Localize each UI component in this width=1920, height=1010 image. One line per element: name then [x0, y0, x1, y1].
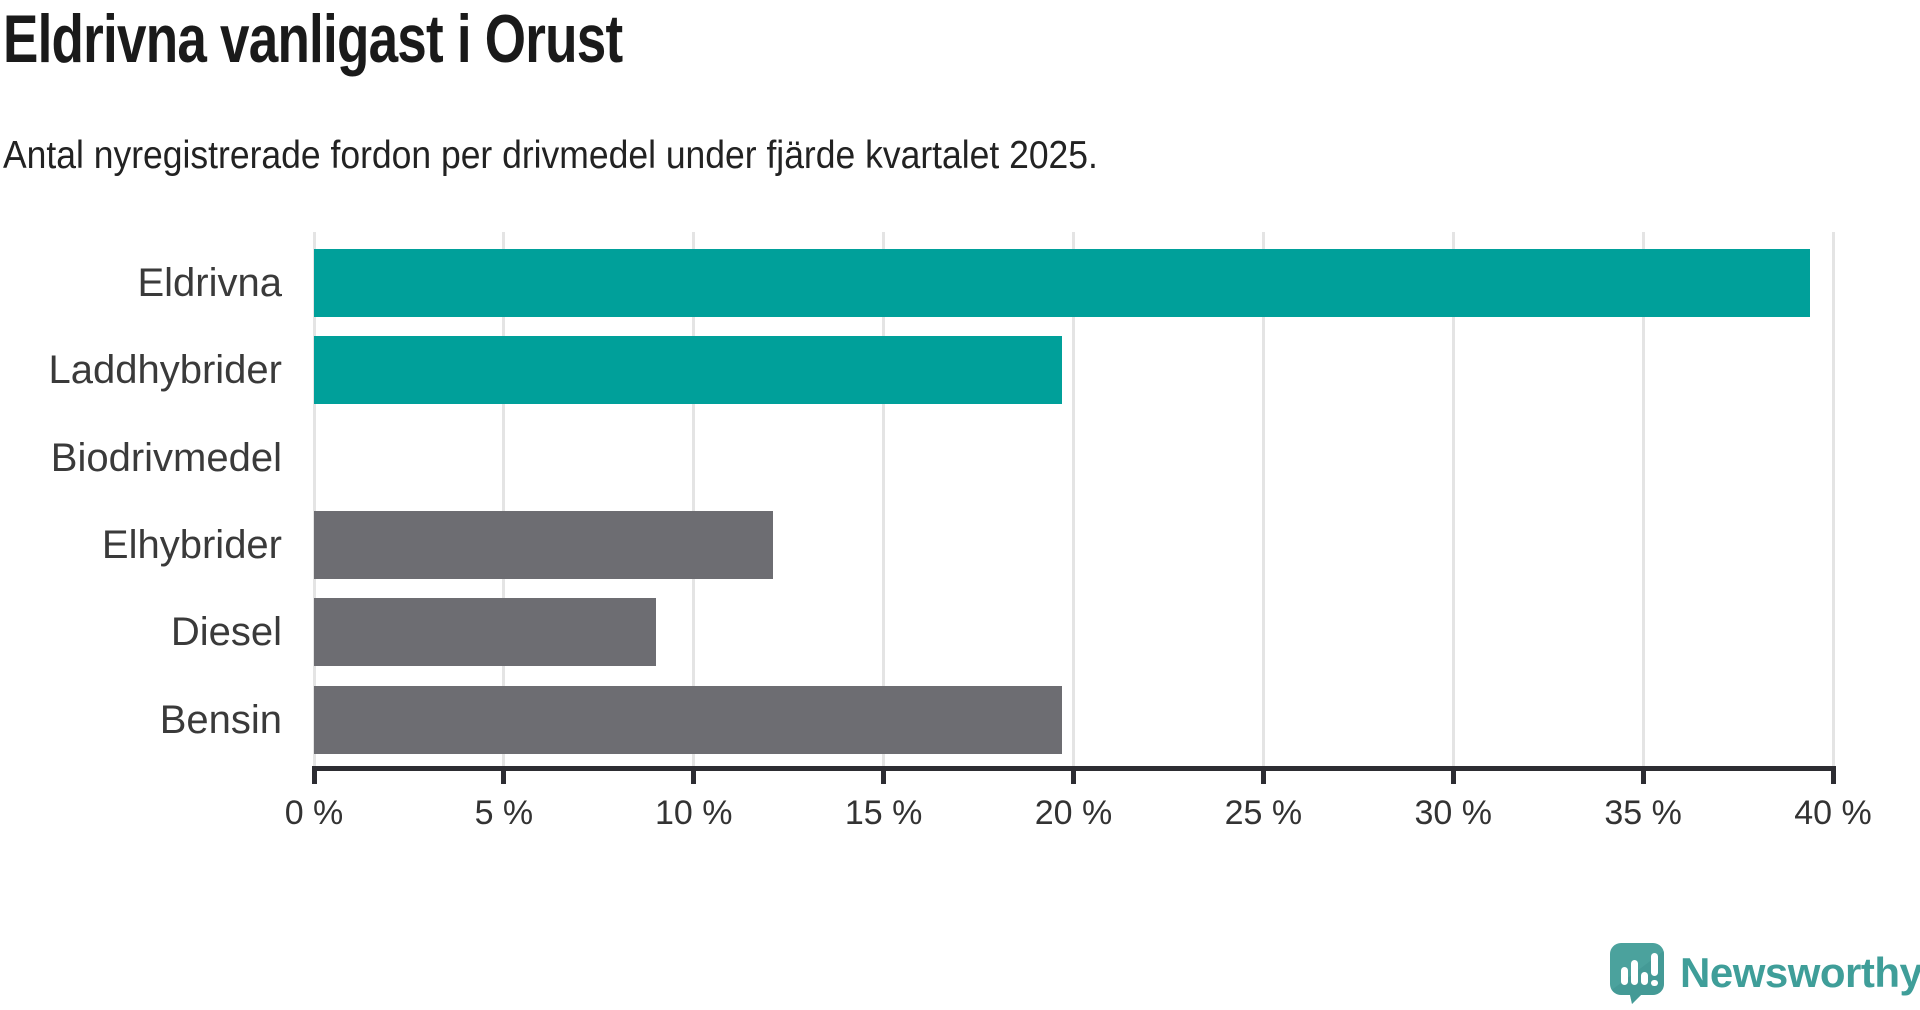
newsworthy-speech-bubble-chart-icon: [1610, 943, 1664, 1004]
x-gridline: [1641, 232, 1645, 766]
newsworthy-logo: Newsworthy: [1609, 942, 1920, 1004]
x-axis-tick: [311, 766, 317, 784]
x-tick-label: 30 %: [1414, 794, 1493, 832]
category-label: Eldrivna: [137, 261, 282, 305]
category-label: Laddhybrider: [48, 348, 283, 393]
x-tick-label: 10 %: [655, 794, 733, 832]
x-gridline: [1261, 232, 1265, 766]
x-tick-label: 40 %: [1794, 794, 1872, 832]
x-axis-tick: [1260, 766, 1266, 784]
x-tick-label: 25 %: [1224, 794, 1303, 832]
newsworthy-wordmark: Newsworthy: [1680, 949, 1920, 996]
bar-diesel: [314, 598, 656, 667]
x-axis-tick: [881, 766, 887, 784]
x-axis-tick: [1071, 766, 1076, 784]
x-gridline: [1072, 232, 1075, 766]
x-tick-label: 0 %: [284, 794, 344, 832]
x-axis-tick: [1640, 766, 1646, 784]
x-axis-tick: [1450, 766, 1456, 784]
category-label: Diesel: [170, 610, 282, 655]
x-tick-label: 15 %: [844, 794, 923, 832]
chart-subtitle: Antal nyregistrerade fordon per drivmede…: [3, 134, 1098, 177]
bar-laddhybrider: [314, 336, 1063, 405]
x-axis-tick: [501, 766, 507, 784]
x-gridline: [502, 232, 506, 766]
bar-bensin: [314, 685, 1063, 754]
x-tick-label: 35 %: [1604, 794, 1682, 832]
category-label: Elhybrider: [101, 522, 282, 567]
category-label: Bensin: [159, 697, 282, 742]
bar-elhybrider: [314, 510, 774, 579]
x-gridline: [1451, 232, 1455, 766]
x-gridline: [312, 232, 316, 766]
x-gridline: [1831, 232, 1835, 766]
x-tick-label: 20 %: [1034, 794, 1113, 832]
x-axis-tick: [691, 766, 697, 784]
bar-eldrivna: [314, 249, 1811, 317]
category-label: Biodrivmedel: [50, 435, 282, 480]
x-gridline: [692, 232, 696, 766]
x-gridline: [882, 232, 886, 766]
x-axis-tick: [1830, 766, 1836, 784]
chart-title: Eldrivna vanligast i Orust: [3, 1, 623, 77]
x-tick-label: 5 %: [474, 794, 534, 832]
